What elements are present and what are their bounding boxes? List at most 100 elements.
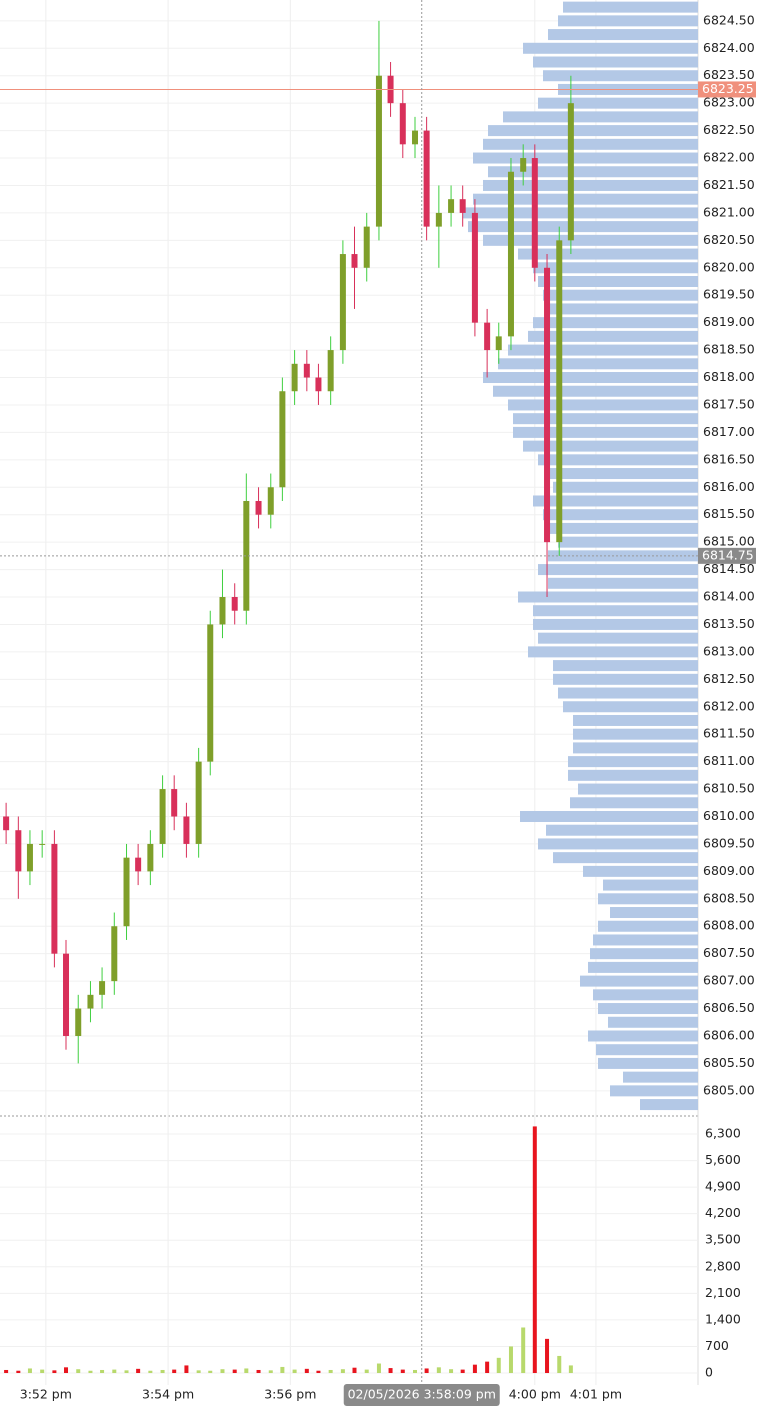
volume-profile-bar <box>548 29 698 41</box>
y-tick-label: 2,100 <box>705 1285 741 1300</box>
candle-body <box>75 1008 82 1036</box>
volume-profile-bar <box>610 1085 698 1097</box>
volume-profile-bar <box>568 756 698 768</box>
volume-bar <box>304 1368 309 1374</box>
volume-profile-bar <box>573 742 698 754</box>
volume-profile-bar <box>558 536 698 548</box>
volume-profile-bar <box>603 879 698 891</box>
candle-body <box>315 377 322 392</box>
volume-bar <box>424 1368 429 1374</box>
y-tick-label: 6816.00 <box>703 479 755 494</box>
candle-body <box>63 953 70 1036</box>
volume-profile-bar <box>558 15 698 27</box>
y-tick-label: 2,800 <box>705 1258 741 1273</box>
volume-bar <box>268 1370 273 1374</box>
volume-profile-bar <box>518 591 698 603</box>
volume-bar <box>376 1363 381 1374</box>
volume-profile-bar <box>640 1099 698 1111</box>
volume-profile-bar <box>598 1057 698 1069</box>
y-tick-label: 6809.50 <box>703 835 755 850</box>
volume-bar <box>508 1346 513 1374</box>
y-tick-label: 6811.50 <box>703 726 755 741</box>
candle-body <box>556 240 563 543</box>
volume-bar <box>88 1370 93 1374</box>
volume-profile-bar <box>580 975 698 987</box>
volume-profile-bar <box>588 1030 698 1042</box>
candle-body <box>99 981 106 995</box>
candle-body <box>520 158 527 172</box>
candle-body <box>255 500 262 515</box>
volume-bar <box>568 1365 573 1374</box>
candle-body <box>3 816 10 831</box>
x-tick-label: 3:56 pm <box>264 1387 316 1402</box>
candle-body <box>195 761 202 844</box>
volume-profile-bar <box>543 289 698 301</box>
volume-bar <box>244 1368 249 1374</box>
y-tick-label: 6806.00 <box>703 1027 755 1042</box>
volume-profile-bar <box>538 275 698 287</box>
volume-bar <box>413 1369 418 1374</box>
candle-body <box>159 789 166 844</box>
volume-bar <box>400 1369 405 1374</box>
candle-body <box>327 350 334 392</box>
x-tick-label: 4:00 pm <box>509 1387 561 1402</box>
x-tick-label: 4:01 pm <box>570 1387 622 1402</box>
volume-profile-bar <box>558 687 698 699</box>
volume-profile-bar <box>488 125 698 137</box>
volume-profile-bar <box>553 481 698 493</box>
volume-profile-bar <box>598 1003 698 1015</box>
volume-profile-bar <box>598 920 698 932</box>
volume-profile-bar <box>573 728 698 740</box>
volume-bar <box>16 1370 21 1374</box>
candle-body <box>231 597 238 611</box>
volume-bar <box>4 1369 9 1374</box>
volume-bar <box>52 1370 57 1374</box>
candle-body <box>471 212 478 323</box>
volume-profile-bar <box>498 358 698 370</box>
volume-bar <box>280 1366 285 1374</box>
y-tick-label: 6806.50 <box>703 1000 755 1015</box>
y-tick-label: 6819.00 <box>703 314 755 329</box>
volume-profile-bar <box>608 1016 698 1028</box>
last-price-label: 6823.25 <box>702 81 754 96</box>
volume-bar <box>436 1367 441 1374</box>
candle-body <box>123 857 130 927</box>
candle-body <box>448 199 455 213</box>
volume-profile-bar <box>563 701 698 713</box>
volume-profile-bar <box>533 605 698 617</box>
candle-body <box>51 843 58 954</box>
volume-bar <box>521 1327 526 1374</box>
y-tick-label: 6821.00 <box>703 204 755 219</box>
volume-bar <box>232 1369 237 1374</box>
volume-profile-bar <box>563 1 698 13</box>
volume-bar <box>27 1368 32 1374</box>
volume-bar <box>112 1369 117 1374</box>
y-tick-label: 4,900 <box>705 1179 741 1194</box>
candle-body <box>351 254 358 268</box>
volume-profile-bar <box>538 838 698 850</box>
volume-bar <box>364 1369 369 1374</box>
y-tick-label: 6815.50 <box>703 506 755 521</box>
volume-bar <box>172 1369 177 1374</box>
y-tick-label: 6815.00 <box>703 534 755 549</box>
volume-profile-bar <box>468 221 698 233</box>
volume-profile-bar <box>473 193 698 205</box>
volume-bar <box>148 1370 153 1374</box>
volume-profile-bar <box>533 317 698 329</box>
y-tick-label: 6,300 <box>705 1126 741 1141</box>
volume-bar <box>136 1368 141 1374</box>
candle-body <box>484 322 491 351</box>
volume-bar <box>100 1369 105 1374</box>
volume-profile-bar <box>573 714 698 726</box>
volume-profile-bar <box>548 468 698 480</box>
volume-bar <box>76 1369 81 1374</box>
candle-body <box>495 336 502 351</box>
volume-profile-bar <box>483 138 698 150</box>
y-tick-label: 6808.00 <box>703 918 755 933</box>
y-tick-label: 3,500 <box>705 1232 741 1247</box>
y-tick-label: 6812.00 <box>703 698 755 713</box>
candle-body <box>147 843 154 872</box>
volume-profile-bar <box>538 632 698 644</box>
volume-bar <box>208 1370 213 1374</box>
